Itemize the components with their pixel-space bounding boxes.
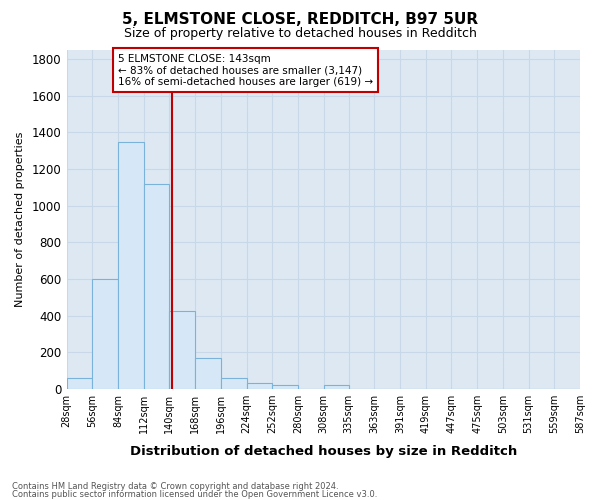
Y-axis label: Number of detached properties: Number of detached properties <box>15 132 25 307</box>
Text: Contains public sector information licensed under the Open Government Licence v3: Contains public sector information licen… <box>12 490 377 499</box>
Bar <box>118 142 144 389</box>
Bar <box>144 184 169 389</box>
Bar <box>221 378 247 389</box>
X-axis label: Distribution of detached houses by size in Redditch: Distribution of detached houses by size … <box>130 444 517 458</box>
Text: Size of property relative to detached houses in Redditch: Size of property relative to detached ho… <box>124 28 476 40</box>
Bar <box>67 378 92 389</box>
Bar <box>272 386 298 389</box>
Bar <box>92 279 118 389</box>
Text: 5 ELMSTONE CLOSE: 143sqm
← 83% of detached houses are smaller (3,147)
16% of sem: 5 ELMSTONE CLOSE: 143sqm ← 83% of detach… <box>118 54 373 87</box>
Bar <box>169 311 195 389</box>
Text: 5, ELMSTONE CLOSE, REDDITCH, B97 5UR: 5, ELMSTONE CLOSE, REDDITCH, B97 5UR <box>122 12 478 28</box>
Bar <box>195 358 221 389</box>
Bar <box>324 386 349 389</box>
Text: Contains HM Land Registry data © Crown copyright and database right 2024.: Contains HM Land Registry data © Crown c… <box>12 482 338 491</box>
Bar <box>247 382 272 389</box>
